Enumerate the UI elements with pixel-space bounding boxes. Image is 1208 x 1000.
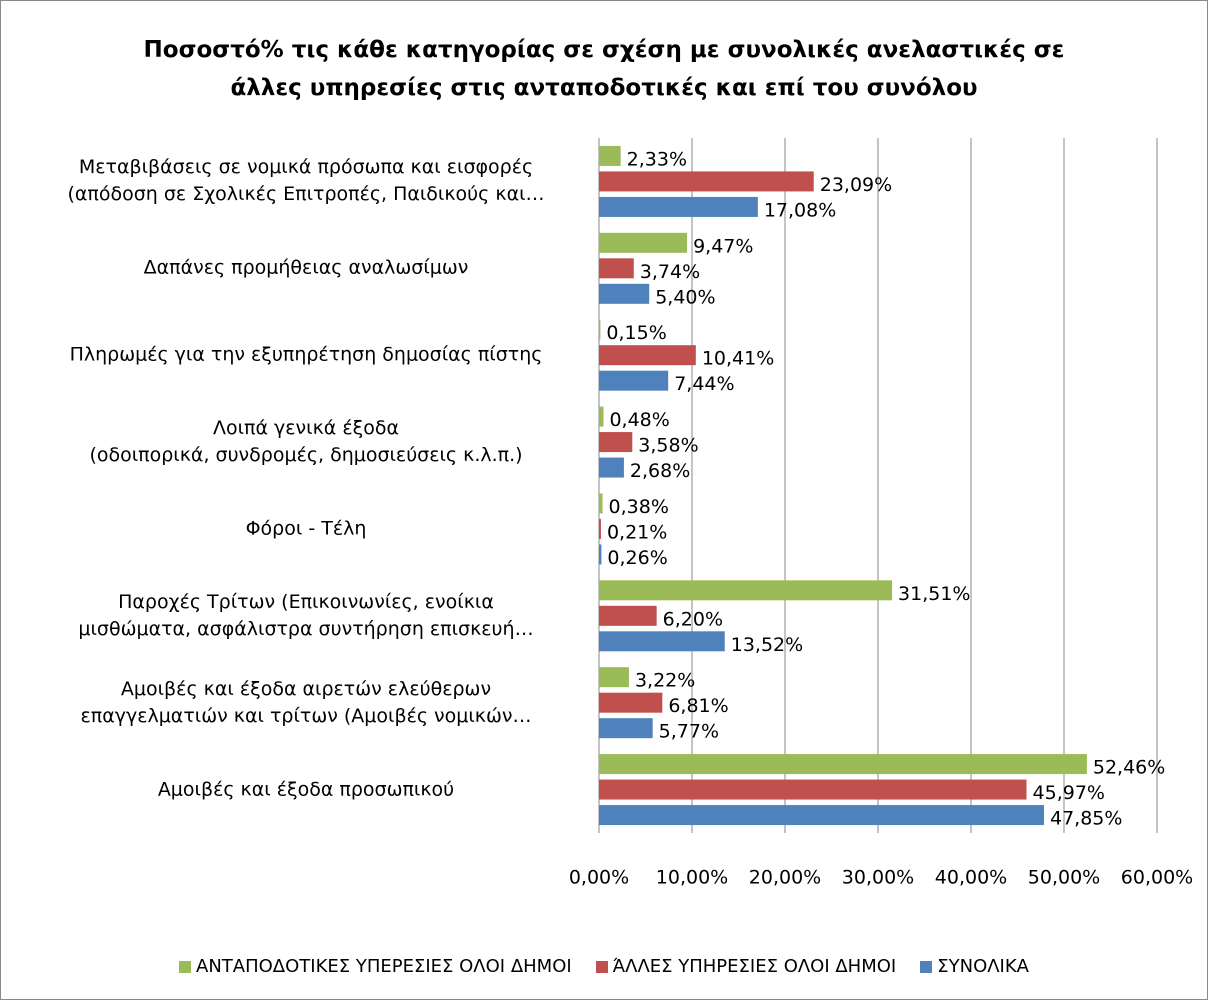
bar xyxy=(599,718,653,739)
data-label: 3,74% xyxy=(640,261,700,283)
bar xyxy=(599,518,601,539)
data-label: 47,85% xyxy=(1050,808,1122,830)
data-label: 0,15% xyxy=(606,322,666,344)
bar xyxy=(599,370,669,391)
data-label: 0,26% xyxy=(607,547,667,569)
category-label: Λοιπά γενικά έξοδα (οδοιπορικά, συνδρομέ… xyxy=(89,417,523,467)
data-label: 0,48% xyxy=(609,409,669,431)
data-label: 2,33% xyxy=(627,148,687,170)
category-label: Αμοιβές και έξοδα προσωπικού xyxy=(157,778,455,801)
data-label: 3,58% xyxy=(638,435,698,457)
data-label: 6,81% xyxy=(668,695,728,717)
bar xyxy=(599,345,696,366)
bar xyxy=(599,493,603,514)
bar xyxy=(599,692,663,713)
x-tick-label: 0,00% xyxy=(569,867,629,889)
category-label: Πληρωμές για την εξυπηρέτηση δημοσίας πί… xyxy=(69,343,543,366)
bar xyxy=(599,232,688,253)
bar xyxy=(599,779,1027,800)
bar xyxy=(599,631,725,652)
data-label: 2,68% xyxy=(630,460,690,482)
bar xyxy=(599,432,633,453)
bar xyxy=(599,457,624,478)
data-label: 10,41% xyxy=(702,348,774,370)
legend-swatch xyxy=(595,960,608,973)
data-label: 0,38% xyxy=(609,496,669,518)
legend-swatch xyxy=(920,960,933,973)
data-label: 23,09% xyxy=(820,174,892,196)
legend-item: ΣΥΝΟΛΙΚΑ xyxy=(920,956,1029,977)
legend-item: ΆΛΛΕΣ ΥΠΗΡΕΣΙΕΣ ΟΛΟΙ ΔΗΜΟΙ xyxy=(595,956,897,977)
data-label: 5,77% xyxy=(659,721,719,743)
bar xyxy=(599,196,758,217)
category-label: Μεταβιβάσεις σε νομικά πρόσωπα και εισφο… xyxy=(67,156,545,206)
bar xyxy=(599,605,657,626)
legend-label: ΣΥΝΟΛΙΚΑ xyxy=(937,956,1029,977)
x-tick-label: 30,00% xyxy=(842,867,914,889)
x-tick-label: 60,00% xyxy=(1121,867,1193,889)
x-tick-label: 40,00% xyxy=(935,867,1007,889)
data-label: 13,52% xyxy=(731,634,803,656)
bar xyxy=(599,580,893,601)
data-label: 52,46% xyxy=(1093,757,1165,779)
data-label: 0,21% xyxy=(607,521,667,543)
bar xyxy=(599,406,604,427)
x-tick-label: 20,00% xyxy=(749,867,821,889)
category-label: Δαπάνες προμήθειας αναλωσίμων xyxy=(143,256,469,279)
data-label: 31,51% xyxy=(898,583,970,605)
data-label: 6,20% xyxy=(663,608,723,630)
data-label: 5,40% xyxy=(655,286,715,308)
data-label: 17,08% xyxy=(764,199,836,221)
category-label: Αμοιβές και έξοδα αιρετών ελεύθερων επαγ… xyxy=(80,677,532,727)
data-label: 9,47% xyxy=(693,235,753,257)
legend-label: ΑΝΤΑΠΟΔΟΤΙΚΕΣ ΥΠΕΡΕΣΙΕΣ ΟΛΟΙ ΔΗΜΟΙ xyxy=(196,956,572,977)
bar xyxy=(599,667,629,688)
x-tick-label: 50,00% xyxy=(1028,867,1100,889)
data-label: 7,44% xyxy=(674,373,734,395)
legend-label: ΆΛΛΕΣ ΥΠΗΡΕΣΙΕΣ ΟΛΟΙ ΔΗΜΟΙ xyxy=(612,956,897,977)
legend: ΑΝΤΑΠΟΔΟΤΙΚΕΣ ΥΠΕΡΕΣΙΕΣ ΟΛΟΙ ΔΗΜΟΙ ΆΛΛΕΣ … xyxy=(1,956,1207,977)
bar xyxy=(599,805,1045,826)
legend-item: ΑΝΤΑΠΟΔΟΤΙΚΕΣ ΥΠΕΡΕΣΙΕΣ ΟΛΟΙ ΔΗΜΟΙ xyxy=(179,956,572,977)
bar xyxy=(599,754,1087,775)
data-label: 3,22% xyxy=(635,670,695,692)
chart-title: Ποσοστό% τις κάθε κατηγορίας σε σχέση με… xyxy=(143,37,1065,101)
bar xyxy=(599,544,602,565)
bar xyxy=(599,171,814,192)
bar xyxy=(599,283,650,304)
category-label: Παροχές Τρίτων (Επικοινωνίες, ενοίκια μι… xyxy=(78,590,534,640)
bar xyxy=(599,319,601,340)
category-label: Φόροι - Τέλη xyxy=(245,517,367,540)
data-label: 45,97% xyxy=(1033,782,1105,804)
bar xyxy=(599,145,621,166)
x-tick-label: 10,00% xyxy=(656,867,728,889)
legend-swatch xyxy=(179,960,192,973)
bar xyxy=(599,258,634,279)
